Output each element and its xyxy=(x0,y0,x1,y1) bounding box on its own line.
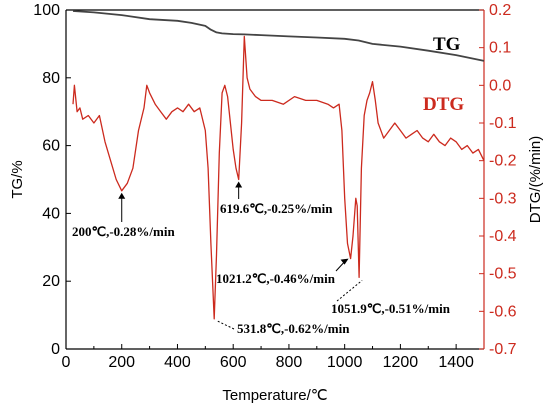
annotation-5: 1051.9℃,-0.51%/min xyxy=(331,280,451,316)
arrow-head-icon xyxy=(235,181,243,188)
annotation-3: 531.8℃,-0.62%/min xyxy=(216,320,350,336)
series-line-dtg xyxy=(72,35,485,320)
y-right-tick-label: -0.5 xyxy=(489,266,517,283)
x-axis-title: Temperature/℃ xyxy=(222,387,327,404)
x-tick-label: 1000 xyxy=(327,354,363,371)
x-tick-label: 0 xyxy=(62,354,71,371)
x-tick-label: 1400 xyxy=(438,354,474,371)
axes: 0 200 400 600 800 1000 1200 1400 0 20 40 60 80 100 0.2… xyxy=(33,2,516,371)
annotation-1: 200℃,-0.28%/min xyxy=(72,192,175,239)
x-tick-label: 200 xyxy=(108,354,135,371)
y-right-tick-label: -0.1 xyxy=(489,115,517,132)
annotation-2: 619.6℃,-0.25%/min xyxy=(220,181,333,216)
y-axis-right-title: DTG/(%/min) xyxy=(527,136,544,224)
x-tick-label: 400 xyxy=(164,354,191,371)
arrow-head-icon xyxy=(118,192,126,199)
y-right-tick-label: -0.7 xyxy=(489,341,517,358)
y-left-tick-label: 80 xyxy=(42,70,60,87)
annotation-label: 1021.2℃,-0.46%/min xyxy=(216,271,336,286)
series-label-dtg: DTG xyxy=(423,94,464,115)
annotation-leader xyxy=(216,320,235,330)
series-line-tg xyxy=(72,10,485,62)
y-left-tick-label: 40 xyxy=(42,205,60,222)
x-tick-label: 800 xyxy=(276,354,303,371)
y-left-tick-label: 60 xyxy=(42,138,60,155)
y-right-tick-label: 0.0 xyxy=(489,77,511,94)
annotation-label: 619.6℃,-0.25%/min xyxy=(220,201,333,216)
y-left-tick-label: 0 xyxy=(51,341,60,358)
x-tick-label: 1200 xyxy=(383,354,419,371)
y-right-tick-label: -0.4 xyxy=(489,228,517,245)
series-layer xyxy=(72,10,485,320)
x-tick-label: 600 xyxy=(220,354,247,371)
annotation-label: 1051.9℃,-0.51%/min xyxy=(331,301,451,316)
annotation-layer: 200℃,-0.28%/min 619.6℃,-0.25%/min 531.8℃,-… xyxy=(72,181,451,336)
y-left-tick-label: 100 xyxy=(33,2,60,19)
annotation-label: 531.8℃,-0.62%/min xyxy=(237,321,350,336)
y-right-tick-label: 0.2 xyxy=(489,2,511,19)
y-axis-left-title: TG/% xyxy=(9,160,26,198)
y-right-tick-label: -0.2 xyxy=(489,153,517,170)
annotation-leader xyxy=(336,280,363,302)
y-right-tick-label: 0.1 xyxy=(489,40,511,57)
annotation-label: 200℃,-0.28%/min xyxy=(72,224,175,239)
y-left-tick-label: 20 xyxy=(42,273,60,290)
arrow-head-icon xyxy=(340,258,349,265)
series-label-tg: TG xyxy=(433,34,461,55)
y-right-tick-label: -0.3 xyxy=(489,190,517,207)
annotation-4: 1021.2℃,-0.46%/min xyxy=(216,258,349,286)
y-right-tick-label: -0.6 xyxy=(489,303,517,320)
